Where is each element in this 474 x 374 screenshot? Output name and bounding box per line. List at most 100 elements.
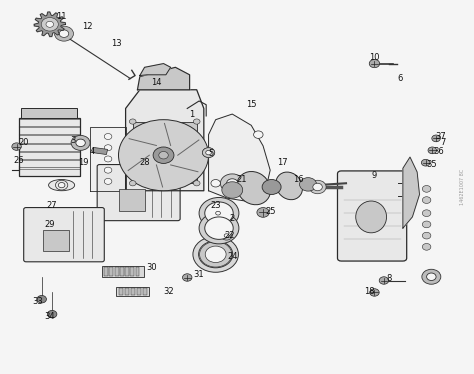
Text: 1: 1 [189,110,195,119]
Text: 14: 14 [151,78,162,87]
Bar [92,147,108,154]
Polygon shape [137,67,190,90]
Circle shape [153,147,174,163]
Polygon shape [403,157,419,228]
Text: 24: 24 [227,252,237,261]
Text: 13: 13 [111,39,121,47]
Circle shape [220,174,244,193]
Text: 21: 21 [237,175,247,184]
Ellipse shape [276,172,302,200]
Circle shape [206,150,211,155]
Text: 29: 29 [45,220,55,229]
Text: 18: 18 [365,287,375,296]
Circle shape [422,243,431,250]
Circle shape [104,145,112,151]
Bar [19,119,80,126]
Circle shape [222,182,243,198]
Ellipse shape [356,201,387,233]
Circle shape [422,232,431,239]
Bar [130,267,134,276]
Circle shape [47,310,57,318]
Bar [131,288,135,295]
Bar [19,135,80,142]
Circle shape [379,277,389,284]
Circle shape [422,197,431,203]
Text: 6: 6 [398,74,403,83]
Bar [109,267,113,276]
Circle shape [421,159,430,166]
Circle shape [422,186,431,192]
Bar [137,288,141,295]
Text: 35: 35 [426,160,437,169]
Text: 5: 5 [208,149,214,158]
Ellipse shape [237,172,271,205]
Text: 9: 9 [372,171,377,180]
Circle shape [37,295,46,303]
Circle shape [309,180,326,194]
Circle shape [254,131,263,138]
Polygon shape [126,90,204,191]
Circle shape [59,30,69,37]
Polygon shape [34,12,65,37]
Text: 3: 3 [71,136,76,145]
Circle shape [76,139,85,147]
Circle shape [71,135,90,150]
Text: 30: 30 [146,263,157,272]
Text: 10: 10 [369,53,380,62]
Circle shape [262,180,281,194]
Text: 1462E1007 8C: 1462E1007 8C [460,169,465,205]
Bar [19,152,80,159]
Circle shape [212,209,224,218]
Circle shape [104,178,112,184]
Text: 34: 34 [45,312,55,321]
FancyBboxPatch shape [337,171,407,261]
Text: 17: 17 [277,158,287,167]
Circle shape [46,21,54,27]
Polygon shape [209,114,270,202]
Bar [118,288,123,295]
Circle shape [205,246,226,263]
Bar [19,127,80,134]
Circle shape [41,18,58,31]
Text: 33: 33 [33,297,43,306]
Circle shape [202,148,215,157]
Circle shape [129,119,136,124]
Circle shape [369,59,380,68]
Circle shape [104,156,112,162]
Circle shape [182,274,192,281]
Text: 26: 26 [14,156,24,165]
Text: 16: 16 [293,175,304,184]
Text: 12: 12 [82,22,93,31]
Polygon shape [140,64,171,76]
Circle shape [104,134,112,140]
Bar [125,267,129,276]
Circle shape [55,26,73,41]
Bar [104,267,108,276]
Circle shape [193,181,200,186]
Circle shape [216,211,220,215]
Bar [143,288,147,295]
Circle shape [300,178,317,191]
Text: 11: 11 [56,12,67,21]
Circle shape [227,179,238,188]
Circle shape [193,236,238,272]
Circle shape [257,208,269,217]
Text: 22: 22 [225,231,235,240]
Bar [102,266,144,277]
Ellipse shape [49,180,75,191]
Circle shape [104,167,112,173]
Text: 36: 36 [433,147,444,156]
Bar [120,267,124,276]
Circle shape [427,273,436,280]
Bar [19,160,80,168]
Text: 15: 15 [246,100,256,109]
Circle shape [432,135,440,142]
Text: 37: 37 [436,132,446,141]
Circle shape [199,241,233,268]
Circle shape [12,143,21,150]
Text: 4: 4 [90,147,95,156]
Bar [43,230,69,251]
Circle shape [205,202,233,224]
Circle shape [224,234,229,237]
Circle shape [422,221,431,228]
